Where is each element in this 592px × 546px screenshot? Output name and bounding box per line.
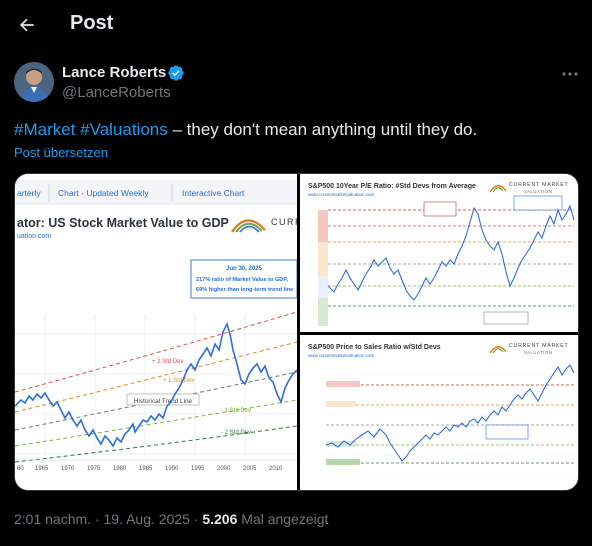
tab-interactive-chart: Interactive Chart [182,188,245,198]
media-image-price-to-sales[interactable]: S&P500 Price to Sales Ratio w/Std Devs w… [300,335,578,490]
translate-post-link[interactable]: Post übersetzen [14,145,108,160]
media-image-market-value-to-gdp[interactable]: arterly Chart - Updated Weekly Interacti… [15,174,297,490]
post-header: Post [0,0,592,50]
chart-site: uation.com [17,233,51,240]
note-line-3: 69% higher than long-term trend line [196,287,293,293]
ps-chart-title: S&P500 Price to Sales Ratio w/Std Devs [308,344,441,351]
more-dots-icon [562,72,578,76]
pe-logo-line-1: CURRENT MARKET [509,182,569,188]
x-tick: 1995 [191,466,205,472]
x-tick: 1985 [139,466,153,472]
post-media-grid[interactable]: arterly Chart - Updated Weekly Interacti… [14,173,579,491]
label-trend-line: Historical Trend Line [134,398,193,405]
x-tick: 1980 [113,466,127,472]
label-minus-1-std: - 1 Std Dev [221,408,251,414]
x-tick: 1965 [35,466,49,472]
x-tick: 2005 [243,466,257,472]
author-handle[interactable]: @LanceRoberts [62,84,171,101]
note-date: Jun 30, 2025 [226,266,262,272]
ps-logo-line-1: CURRENT MARKET [509,343,569,349]
back-button[interactable] [10,8,44,42]
chart-title: ator: US Stock Market Value to GDP [17,216,229,230]
pe-chart-title: S&P500 10Year P/E Ratio: #Std Devs from … [308,183,476,190]
x-tick: 1970 [61,466,75,472]
media-image-pe-ratio-std-devs[interactable]: S&P500 10Year P/E Ratio: #Std Devs from … [300,174,578,332]
page-title: Post [70,12,114,34]
ps-series-line [325,364,575,462]
x-axis-ticks: 60 1965 1970 1975 1980 1985 1990 1995 20… [17,466,283,472]
x-tick: 1990 [165,466,179,472]
post-text: #Market #Valuations – they don't mean an… [14,120,477,140]
post-body-text: – they don't mean anything until they do… [167,120,478,139]
x-tick: 2000 [217,466,231,472]
hashtag-market[interactable]: #Market [14,120,76,139]
label-plus-1-std: + 1 Std Dev [163,378,195,384]
post-metadata: 2:01 nachm. · 19. Aug. 2025 · 5.206 Mal … [14,511,328,527]
pe-logo-line-2: VALUATION [524,189,553,194]
label-plus-2-std: + 2 Std Dev [152,359,184,365]
avatar-image [14,62,54,102]
view-count: 5.206 [202,511,238,527]
author-name[interactable]: Lance Roberts [62,64,167,81]
pe-series-line [327,204,575,301]
x-tick: 2010 [269,466,283,472]
logo-text: CURR [271,217,297,227]
post-timestamp[interactable]: 2:01 nachm. · 19. Aug. 2025 · [14,511,203,527]
label-minus-2-std: - 2 Std Dev [221,430,251,436]
chart-series-line [15,321,297,448]
hashtag-valuations[interactable]: #Valuations [80,120,168,139]
arrow-left-icon [19,18,34,32]
avatar[interactable] [14,62,54,102]
ps-logo-line-2: VALUATION [524,350,553,355]
verified-badge-icon [168,65,184,81]
x-tick: 1975 [87,466,101,472]
pe-chart-site: www.currentmarketvaluation.com [308,192,375,197]
x-tick: 60 [17,466,24,472]
tab-chart-weekly: Chart - Updated Weekly [58,188,149,198]
note-line-2: 217% ratio of Market Value to GDP, [196,277,288,283]
ps-chart-site: www.currentmarketvaluation.com [308,353,375,358]
view-count-label: Mal angezeigt [237,511,329,527]
tab-quarterly: arterly [17,188,41,198]
more-options-button[interactable] [558,64,582,84]
